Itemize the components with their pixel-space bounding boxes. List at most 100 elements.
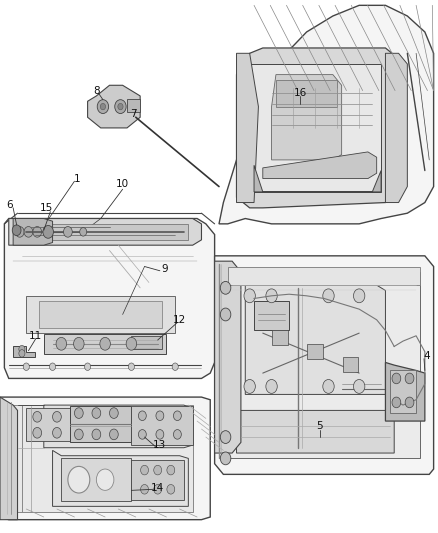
Polygon shape xyxy=(215,256,434,474)
Circle shape xyxy=(392,373,401,384)
Circle shape xyxy=(405,397,414,408)
Circle shape xyxy=(33,411,42,422)
Circle shape xyxy=(74,429,83,440)
Circle shape xyxy=(56,337,67,350)
Circle shape xyxy=(33,427,42,438)
Polygon shape xyxy=(131,406,193,445)
Circle shape xyxy=(110,408,118,418)
Circle shape xyxy=(323,289,334,303)
Circle shape xyxy=(68,466,90,493)
Polygon shape xyxy=(228,272,420,458)
Circle shape xyxy=(353,379,365,393)
Circle shape xyxy=(323,379,334,393)
Polygon shape xyxy=(237,410,394,453)
Circle shape xyxy=(173,411,181,421)
Circle shape xyxy=(49,363,56,370)
Polygon shape xyxy=(0,397,210,520)
Circle shape xyxy=(172,363,178,370)
Circle shape xyxy=(266,289,277,303)
Text: 12: 12 xyxy=(173,315,186,325)
Circle shape xyxy=(156,430,164,439)
Circle shape xyxy=(405,373,414,384)
Polygon shape xyxy=(4,219,215,378)
Circle shape xyxy=(15,227,24,237)
Circle shape xyxy=(100,337,110,350)
Circle shape xyxy=(118,103,123,110)
Polygon shape xyxy=(13,224,188,240)
Text: 9: 9 xyxy=(161,264,168,274)
Polygon shape xyxy=(263,152,377,179)
Polygon shape xyxy=(53,450,188,506)
Circle shape xyxy=(353,289,365,303)
Circle shape xyxy=(220,308,231,321)
Polygon shape xyxy=(272,75,342,160)
Polygon shape xyxy=(245,285,385,394)
Bar xyxy=(343,357,358,372)
Circle shape xyxy=(80,228,87,236)
Circle shape xyxy=(138,430,146,439)
Text: 5: 5 xyxy=(316,422,323,431)
Text: 4: 4 xyxy=(424,351,431,361)
Polygon shape xyxy=(219,5,434,224)
Polygon shape xyxy=(88,85,140,128)
Circle shape xyxy=(244,289,255,303)
Text: 16: 16 xyxy=(293,88,307,98)
Polygon shape xyxy=(39,301,162,328)
Circle shape xyxy=(167,484,175,494)
Text: 1: 1 xyxy=(73,174,80,183)
Polygon shape xyxy=(228,266,420,285)
Circle shape xyxy=(74,337,84,350)
Text: 7: 7 xyxy=(130,109,137,118)
Circle shape xyxy=(110,429,118,440)
Bar xyxy=(307,344,323,359)
Circle shape xyxy=(23,363,29,370)
Polygon shape xyxy=(26,296,175,333)
Circle shape xyxy=(96,469,114,490)
Circle shape xyxy=(173,430,181,439)
Polygon shape xyxy=(237,53,258,203)
Polygon shape xyxy=(13,219,53,245)
Polygon shape xyxy=(0,397,18,520)
Polygon shape xyxy=(237,48,399,208)
Circle shape xyxy=(392,397,401,408)
Text: 15: 15 xyxy=(39,203,53,213)
Polygon shape xyxy=(44,405,193,448)
Circle shape xyxy=(141,484,148,494)
Circle shape xyxy=(53,411,61,422)
Circle shape xyxy=(85,363,91,370)
Circle shape xyxy=(128,363,134,370)
Polygon shape xyxy=(70,406,131,442)
Circle shape xyxy=(53,427,61,438)
Circle shape xyxy=(92,429,101,440)
Text: 8: 8 xyxy=(93,86,100,95)
Circle shape xyxy=(24,227,33,237)
Circle shape xyxy=(220,281,231,294)
Polygon shape xyxy=(13,405,193,512)
Polygon shape xyxy=(127,99,140,112)
Circle shape xyxy=(156,411,164,421)
Text: 13: 13 xyxy=(153,440,166,449)
Polygon shape xyxy=(9,219,201,245)
Text: 14: 14 xyxy=(151,483,164,493)
Circle shape xyxy=(64,227,72,237)
Circle shape xyxy=(154,465,162,475)
Circle shape xyxy=(115,100,126,114)
Circle shape xyxy=(141,465,148,475)
Polygon shape xyxy=(215,261,241,453)
Circle shape xyxy=(92,408,101,418)
Circle shape xyxy=(33,227,42,237)
Circle shape xyxy=(138,411,146,421)
Polygon shape xyxy=(61,458,131,501)
Circle shape xyxy=(220,452,231,465)
Circle shape xyxy=(43,225,53,238)
Circle shape xyxy=(19,345,25,353)
Polygon shape xyxy=(254,165,381,192)
Circle shape xyxy=(12,225,21,236)
Polygon shape xyxy=(385,362,425,421)
Polygon shape xyxy=(250,64,381,192)
Circle shape xyxy=(220,431,231,443)
Polygon shape xyxy=(276,80,337,107)
Polygon shape xyxy=(254,301,289,330)
Circle shape xyxy=(19,350,25,357)
Circle shape xyxy=(74,408,83,418)
